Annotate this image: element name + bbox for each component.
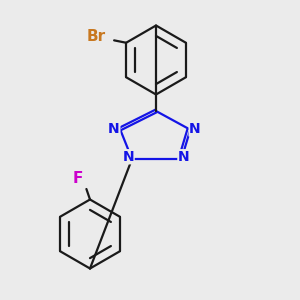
Text: N: N [108,122,120,136]
Text: F: F [73,171,83,186]
Text: Br: Br [87,29,106,44]
Text: N: N [122,150,134,164]
Text: N: N [178,150,190,164]
Text: N: N [189,122,201,136]
